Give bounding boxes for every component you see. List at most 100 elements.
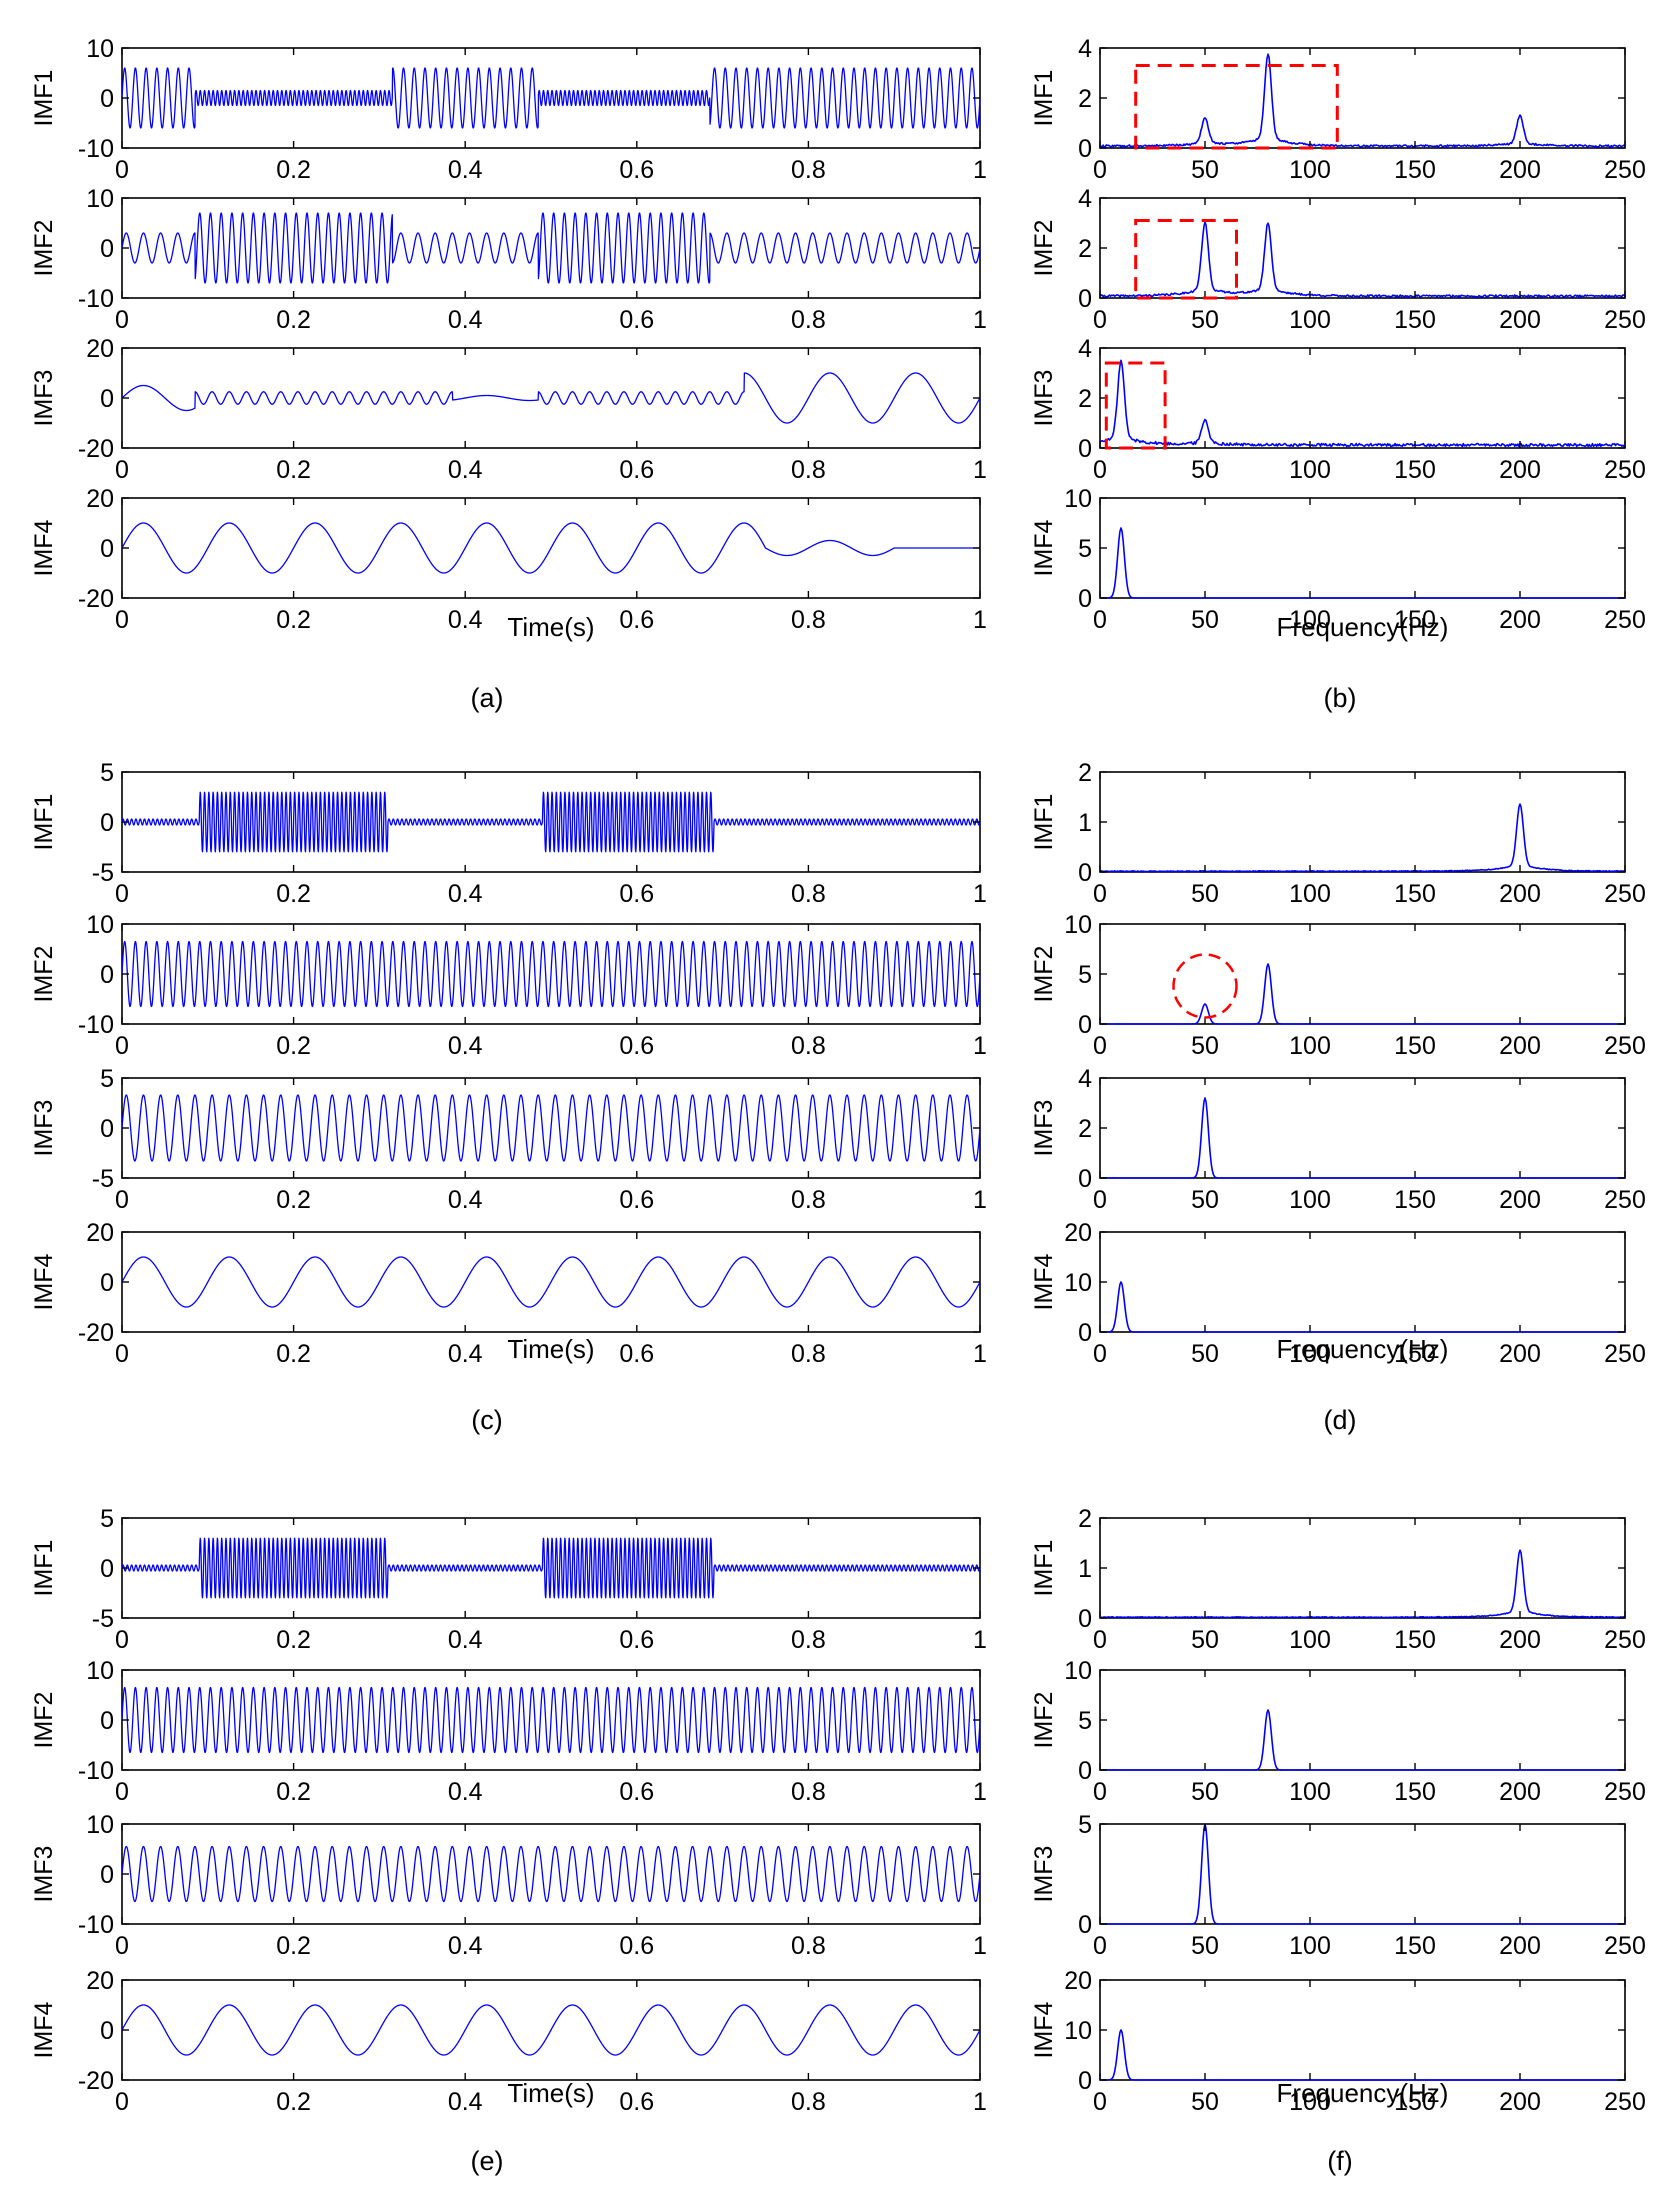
y-tick-label: -10 xyxy=(78,135,114,163)
y-tick-label: 0 xyxy=(100,235,114,263)
caption-e: (e) xyxy=(471,2146,504,2176)
x-tick-label: 0.4 xyxy=(448,1340,483,1368)
x-tick-label: 0 xyxy=(1093,456,1107,484)
y-tick-label: 0 xyxy=(1078,135,1092,163)
y-tick-label: 10 xyxy=(86,911,114,939)
panel-f-imf1: 0 1 2 0 50 100 150 200 250 IMF1 xyxy=(1030,1505,1646,1654)
x-tick-label: 250 xyxy=(1604,156,1646,184)
x-tick-label: 50 xyxy=(1191,1626,1219,1654)
y-tick-label: -5 xyxy=(92,1165,114,1193)
x-tick-label: 250 xyxy=(1604,606,1646,634)
x-tick-label: 0.8 xyxy=(791,1932,826,1960)
x-tick-label: 0.6 xyxy=(619,2088,654,2116)
x-tick-label: 1 xyxy=(973,1932,987,1960)
y-tick-label: 1 xyxy=(1078,809,1092,837)
y-axis-label: IMF1 xyxy=(30,794,58,851)
y-axis-label: IMF4 xyxy=(1030,1253,1058,1310)
y-axis-label: IMF1 xyxy=(30,70,58,127)
x-tick-label: 200 xyxy=(1499,456,1541,484)
x-tick-label: 100 xyxy=(1289,2088,1331,2116)
y-tick-label: 1 xyxy=(1078,1555,1092,1583)
x-tick-label: 0 xyxy=(115,1778,129,1806)
y-tick-label: 10 xyxy=(1064,2017,1092,2045)
y-tick-label: 10 xyxy=(1064,485,1092,513)
x-tick-label: 0 xyxy=(1093,1340,1107,1368)
series-line-imf4 xyxy=(121,2004,981,2056)
series-line-imf2 xyxy=(121,1686,981,1754)
x-tick-label: 150 xyxy=(1394,456,1436,484)
series-line-imf4 xyxy=(121,1256,981,1308)
x-tick-label: 0.8 xyxy=(791,1778,826,1806)
x-tick-label: 0 xyxy=(115,1626,129,1654)
highlight-box xyxy=(1134,219,1238,300)
y-tick-label: 5 xyxy=(1078,961,1092,989)
x-tick-label: 0.4 xyxy=(448,1626,483,1654)
x-tick-label: 0 xyxy=(115,2088,129,2116)
x-tick-label: 0.4 xyxy=(448,306,483,334)
series-line-imf2 xyxy=(1100,1709,1625,1771)
x-tick-label: 100 xyxy=(1289,1186,1331,1214)
x-tick-label: 0.8 xyxy=(791,880,826,908)
y-tick-label: -20 xyxy=(78,2067,114,2095)
series-line-imf1 xyxy=(1099,1549,1626,1619)
series-line-imf3 xyxy=(1099,359,1626,448)
y-tick-label: 2 xyxy=(1078,1115,1092,1143)
x-tick-label: 0 xyxy=(1093,156,1107,184)
x-tick-label: 0.6 xyxy=(619,1186,654,1214)
x-tick-label: 0 xyxy=(115,606,129,634)
x-tick-label: 1 xyxy=(973,456,987,484)
x-tick-label: 50 xyxy=(1191,156,1219,184)
x-tick-label: 0 xyxy=(1093,1932,1107,1960)
x-tick-label: 200 xyxy=(1499,1340,1541,1368)
y-axis-label: IMF2 xyxy=(30,220,58,277)
x-tick-label: 0.4 xyxy=(448,456,483,484)
x-tick-label: 50 xyxy=(1191,1186,1219,1214)
x-tick-label: 0.8 xyxy=(791,1626,826,1654)
x-tick-label: 0.4 xyxy=(448,1778,483,1806)
x-tick-label: 250 xyxy=(1604,1186,1646,1214)
y-tick-label: 0 xyxy=(100,1269,114,1297)
y-axis-label: IMF2 xyxy=(30,946,58,1003)
x-tick-label: 0 xyxy=(115,156,129,184)
x-tick-label: 100 xyxy=(1289,1340,1331,1368)
x-tick-label: 50 xyxy=(1191,880,1219,908)
x-tick-label: 100 xyxy=(1289,456,1331,484)
y-axis-label: IMF2 xyxy=(1030,1692,1058,1749)
panel-d-imf1: 0 1 2 0 50 100 150 200 250 IMF1 xyxy=(1030,759,1646,908)
series-line-imf1 xyxy=(1099,53,1626,148)
y-tick-label: 5 xyxy=(1078,535,1092,563)
x-tick-label: 0.8 xyxy=(791,306,826,334)
series-line-imf1 xyxy=(1099,803,1626,873)
y-axis-label: IMF4 xyxy=(30,2001,58,2058)
y-tick-label: 4 xyxy=(1078,185,1092,213)
x-tick-label: 0 xyxy=(115,456,129,484)
y-tick-label: -10 xyxy=(78,285,114,313)
x-tick-label: 200 xyxy=(1499,156,1541,184)
x-tick-label: 200 xyxy=(1499,1932,1541,1960)
y-tick-label: 10 xyxy=(1064,1657,1092,1685)
x-tick-label: 1 xyxy=(973,606,987,634)
x-tick-label: 1 xyxy=(973,880,987,908)
x-tick-label: 0.6 xyxy=(619,1032,654,1060)
x-tick-label: 1 xyxy=(973,1340,987,1368)
x-axis-label: Frequency(Hz) xyxy=(1277,2078,1449,2108)
caption-a: (a) xyxy=(471,683,504,713)
x-tick-label: 0.4 xyxy=(448,156,483,184)
x-axis-label: Time(s) xyxy=(507,1334,594,1364)
y-axis-label: IMF3 xyxy=(1030,1846,1058,1903)
x-tick-label: 0.4 xyxy=(448,2088,483,2116)
x-tick-label: 0.2 xyxy=(276,880,311,908)
x-tick-label: 0.6 xyxy=(619,880,654,908)
y-axis-label: IMF1 xyxy=(1030,1540,1058,1597)
